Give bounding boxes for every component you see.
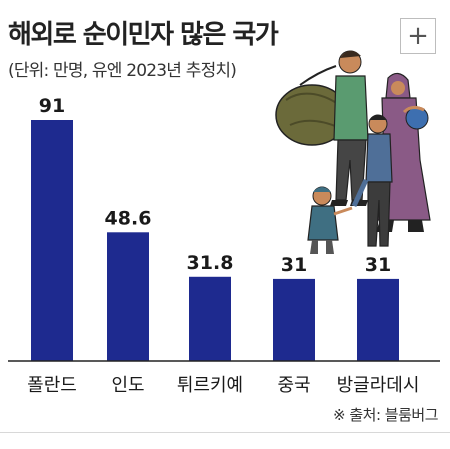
bar — [31, 120, 73, 361]
bar — [189, 276, 231, 361]
bar — [357, 278, 399, 361]
data-label: 31 — [365, 254, 391, 276]
source-note: ※ 출처: 블룸버그 — [333, 406, 438, 424]
man-figure-icon — [330, 50, 369, 206]
data-label: 31 — [281, 254, 307, 276]
divider — [0, 432, 450, 433]
chart-subtitle: (단위: 만명, 유엔 2023년 추정치) — [8, 61, 237, 81]
category-label: 폴란드 — [27, 375, 77, 396]
bar — [273, 278, 315, 361]
expand-button[interactable]: + — [400, 18, 436, 54]
boy-figure-icon — [351, 114, 393, 247]
category-label: 중국 — [277, 375, 310, 396]
data-label: 31.8 — [187, 252, 234, 274]
data-label: 91 — [39, 95, 65, 117]
category-label: 방글라데시 — [337, 375, 420, 396]
category-label: 튀르키예 — [177, 375, 243, 396]
chart-title: 해외로 순이민자 많은 국가 — [8, 20, 279, 50]
category-label: 인도 — [111, 375, 144, 396]
bar — [107, 232, 149, 361]
data-label: 48.6 — [105, 207, 152, 229]
migrant-family-icon — [275, 50, 431, 254]
child-figure-icon — [307, 186, 353, 254]
